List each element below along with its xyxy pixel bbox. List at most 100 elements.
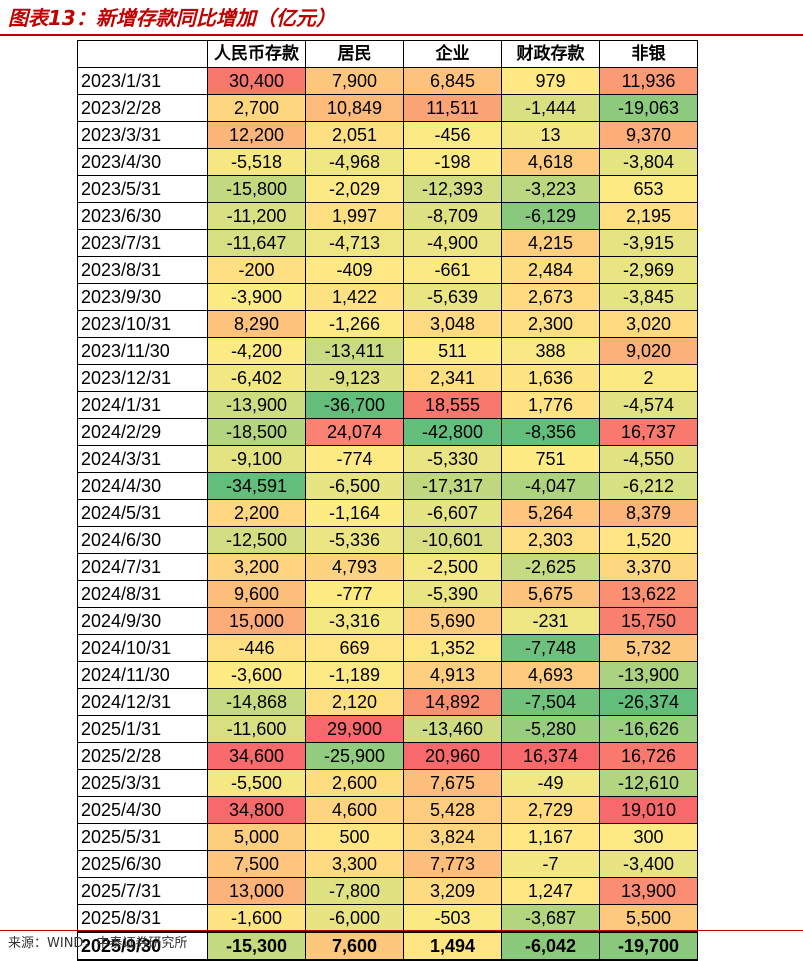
value-cell: -15,300	[207, 931, 306, 961]
value-cell: -774	[305, 445, 404, 473]
value-cell: -4,047	[501, 472, 600, 500]
value-cell: -4,900	[403, 229, 502, 257]
value-cell: 19,010	[599, 796, 698, 824]
value-cell: -456	[403, 121, 502, 149]
value-cell: 16,374	[501, 742, 600, 770]
table-row: 2023/9/30 -3,900 1,422 -5,639 2,673 -3,845	[77, 283, 698, 311]
value-cell: -4,968	[305, 148, 404, 176]
row-date: 2024/1/31	[77, 391, 208, 419]
value-cell: -6,500	[305, 472, 404, 500]
value-cell: -3,687	[501, 904, 600, 933]
row-date: 2024/2/29	[77, 418, 208, 446]
value-cell: 2,700	[207, 94, 306, 122]
row-date: 2023/10/31	[77, 310, 208, 338]
value-cell: 1,247	[501, 877, 600, 905]
value-cell: -777	[305, 580, 404, 608]
value-cell: -446	[207, 634, 306, 662]
value-cell: -409	[305, 256, 404, 284]
value-cell: -5,280	[501, 715, 600, 743]
row-date: 2025/3/31	[77, 769, 208, 797]
row-date: 2023/4/30	[77, 148, 208, 176]
value-cell: -2,969	[599, 256, 698, 284]
value-cell: -6,212	[599, 472, 698, 500]
value-cell: -3,400	[599, 850, 698, 878]
value-cell: 2,051	[305, 121, 404, 149]
value-cell: 1,520	[599, 526, 698, 554]
value-cell: 8,379	[599, 499, 698, 527]
value-cell: 2,200	[207, 499, 306, 527]
value-cell: -19,063	[599, 94, 698, 122]
row-date: 2023/7/31	[77, 229, 208, 257]
table-row: 2024/10/31 -446 669 1,352 -7,748 5,732	[77, 634, 698, 662]
row-date: 2023/1/31	[77, 67, 208, 95]
row-date: 2023/2/28	[77, 94, 208, 122]
value-cell: -36,700	[305, 391, 404, 419]
table-row: 2025/4/30 34,800 4,600 5,428 2,729 19,010	[77, 796, 698, 824]
value-cell: 5,000	[207, 823, 306, 851]
value-cell: 3,370	[599, 553, 698, 581]
row-date: 2025/7/31	[77, 877, 208, 905]
value-cell: 2	[599, 364, 698, 392]
value-cell: 5,500	[599, 904, 698, 933]
row-date: 2025/8/31	[77, 904, 208, 933]
value-cell: -13,411	[305, 337, 404, 365]
value-cell: 1,997	[305, 202, 404, 230]
value-cell: 2,195	[599, 202, 698, 230]
value-cell: -6,607	[403, 499, 502, 527]
value-cell: -6,042	[501, 931, 600, 961]
value-cell: 15,750	[599, 607, 698, 635]
row-date: 2023/5/31	[77, 175, 208, 203]
value-cell: 30,400	[207, 67, 306, 95]
value-cell: 5,732	[599, 634, 698, 662]
table-row: 2025/1/31 -11,600 29,900 -13,460 -5,280 -16,6…	[77, 715, 698, 743]
value-cell: -3,316	[305, 607, 404, 635]
value-cell: -5,518	[207, 148, 306, 176]
value-cell: -5,500	[207, 769, 306, 797]
value-cell: -5,390	[403, 580, 502, 608]
value-cell: -9,100	[207, 445, 306, 473]
value-cell: -8,709	[403, 202, 502, 230]
value-cell: -3,845	[599, 283, 698, 311]
value-cell: 2,300	[501, 310, 600, 338]
row-date: 2024/4/30	[77, 472, 208, 500]
value-cell: -19,700	[599, 931, 698, 961]
table-row: 2023/6/30 -11,200 1,997 -8,709 -6,129 2,195	[77, 202, 698, 230]
value-cell: 5,428	[403, 796, 502, 824]
value-cell: 5,264	[501, 499, 600, 527]
value-cell: 7,500	[207, 850, 306, 878]
value-cell: -1,266	[305, 310, 404, 338]
value-cell: 9,020	[599, 337, 698, 365]
value-cell: 2,484	[501, 256, 600, 284]
value-cell: 7,675	[403, 769, 502, 797]
value-cell: 2,729	[501, 796, 600, 824]
value-cell: -5,330	[403, 445, 502, 473]
value-cell: -503	[403, 904, 502, 933]
value-cell: -13,460	[403, 715, 502, 743]
value-cell: -1,164	[305, 499, 404, 527]
table-row: 2023/4/30 -5,518 -4,968 -198 4,618 -3,804	[77, 148, 698, 176]
row-date: 2025/4/30	[77, 796, 208, 824]
value-cell: 2,120	[305, 688, 404, 716]
value-cell: 2,341	[403, 364, 502, 392]
value-cell: -42,800	[403, 418, 502, 446]
table-row: 2024/8/31 9,600 -777 -5,390 5,675 13,622	[77, 580, 698, 608]
table-row: 2023/3/31 12,200 2,051 -456 13 9,370	[77, 121, 698, 149]
row-date: 2023/8/31	[77, 256, 208, 284]
row-date: 2023/11/30	[77, 337, 208, 365]
value-cell: -4,713	[305, 229, 404, 257]
value-cell: 3,020	[599, 310, 698, 338]
row-date: 2024/8/31	[77, 580, 208, 608]
row-date: 2025/5/31	[77, 823, 208, 851]
table-row: 2024/12/31 -14,868 2,120 14,892 -7,504 -26,37…	[77, 688, 698, 716]
value-cell: -5,639	[403, 283, 502, 311]
value-cell: -9,123	[305, 364, 404, 392]
value-cell: -4,200	[207, 337, 306, 365]
table-row: 2024/6/30 -12,500 -5,336 -10,601 2,303 1,520	[77, 526, 698, 554]
value-cell: -11,600	[207, 715, 306, 743]
chart-title: 图表13：新增存款同比增加（亿元）	[8, 6, 336, 30]
value-cell: 500	[305, 823, 404, 851]
value-cell: 13,000	[207, 877, 306, 905]
value-cell: 3,824	[403, 823, 502, 851]
value-cell: -6,129	[501, 202, 600, 230]
row-date: 2023/9/30	[77, 283, 208, 311]
